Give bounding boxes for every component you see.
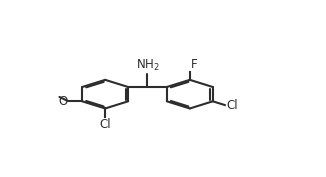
- Text: O: O: [59, 95, 68, 108]
- Text: Cl: Cl: [99, 118, 111, 131]
- Text: NH$_2$: NH$_2$: [136, 58, 159, 73]
- Text: F: F: [191, 58, 198, 71]
- Text: Cl: Cl: [226, 99, 238, 112]
